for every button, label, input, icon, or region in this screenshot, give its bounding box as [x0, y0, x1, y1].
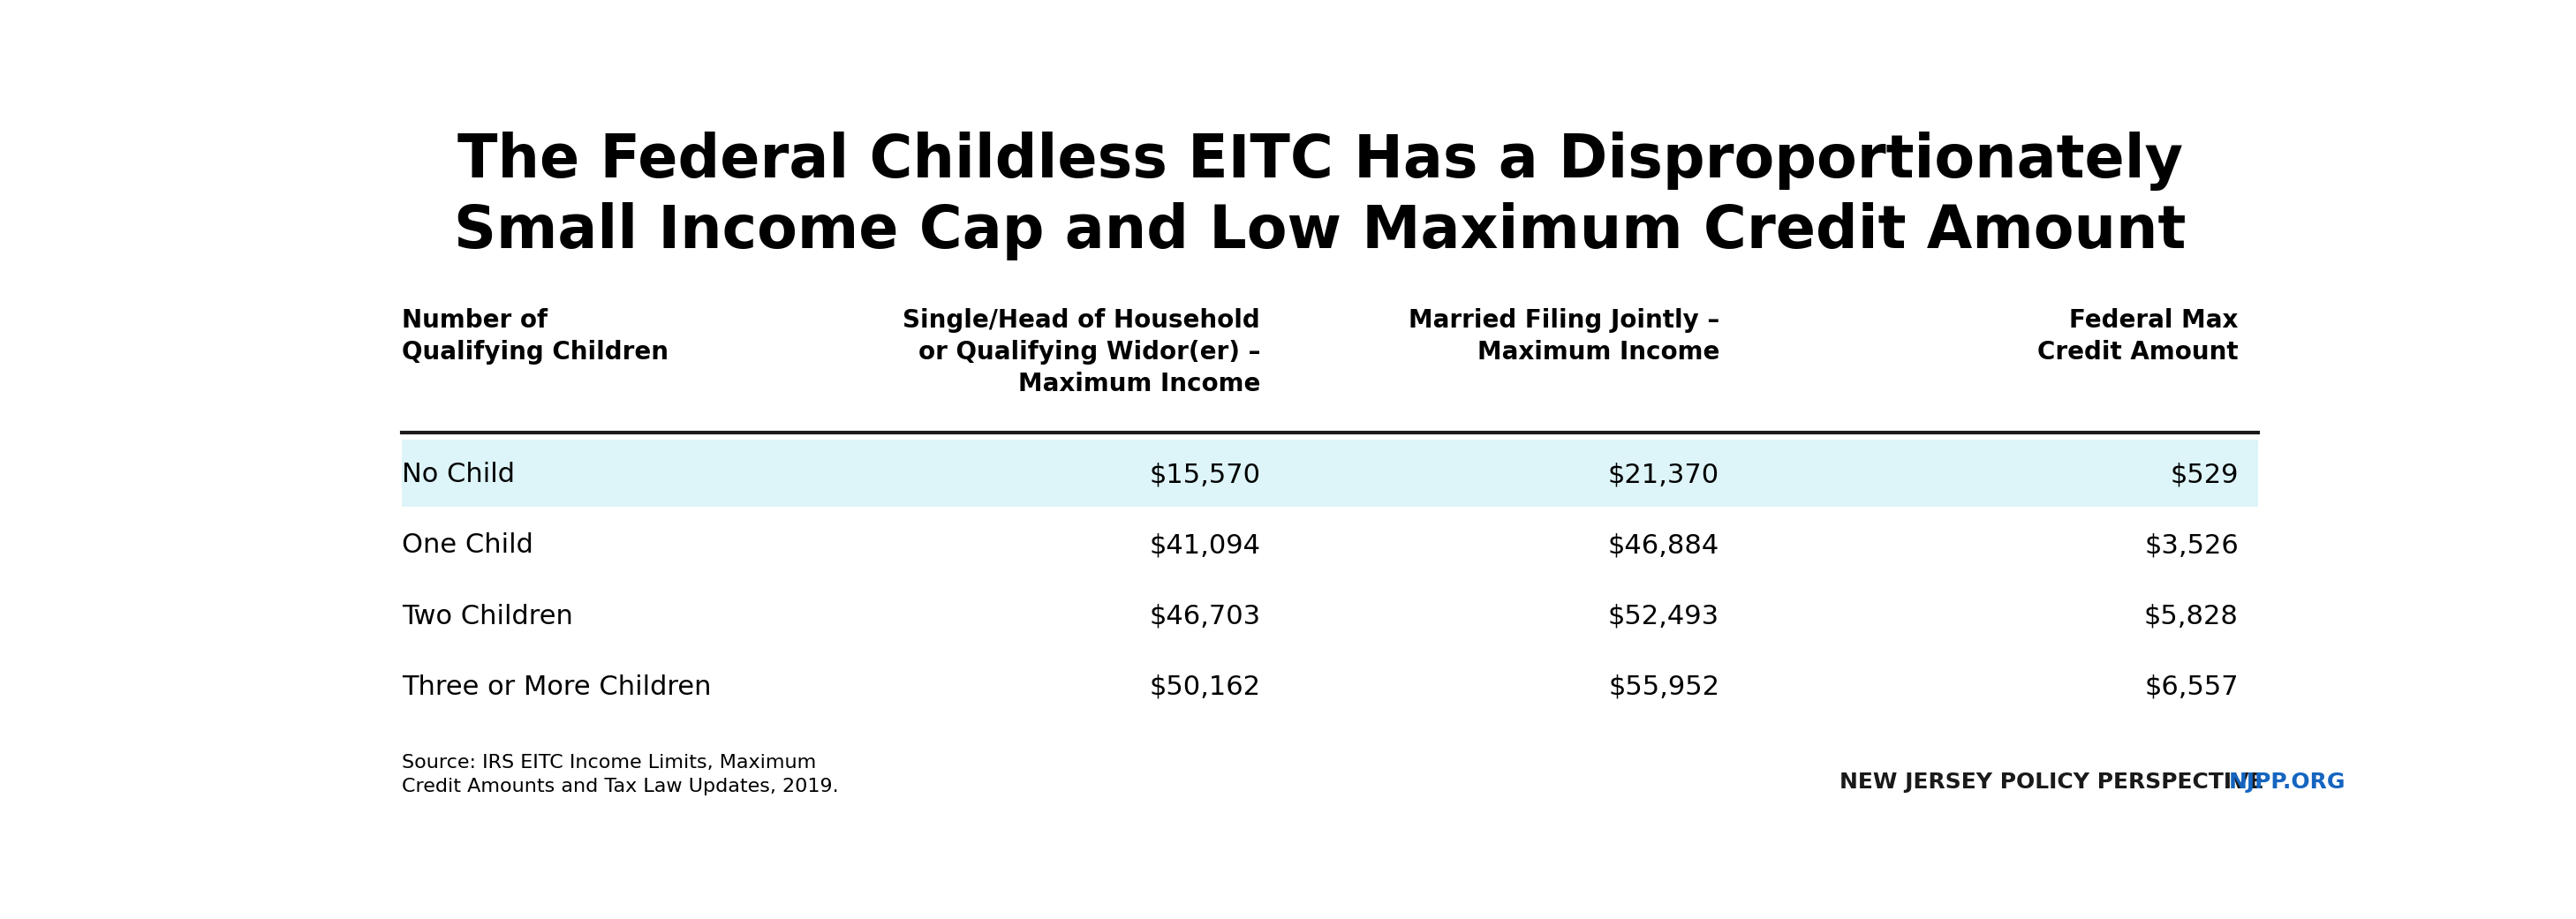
Text: NJPP.ORG: NJPP.ORG — [2228, 772, 2347, 793]
Text: $21,370: $21,370 — [1607, 462, 1721, 487]
Text: Federal Max
Credit Amount: Federal Max Credit Amount — [2038, 309, 2239, 365]
Text: NEW JERSEY POLICY PERSPECTIVE: NEW JERSEY POLICY PERSPECTIVE — [1839, 772, 2264, 793]
Text: $6,557: $6,557 — [2143, 675, 2239, 699]
Text: $46,884: $46,884 — [1607, 533, 1721, 558]
Text: $46,703: $46,703 — [1149, 604, 1260, 629]
Text: The Federal Childless EITC Has a Disproportionately
Small Income Cap and Low Max: The Federal Childless EITC Has a Disprop… — [453, 131, 2187, 260]
Text: No Child: No Child — [402, 462, 515, 487]
Text: $5,828: $5,828 — [2143, 604, 2239, 629]
Text: $15,570: $15,570 — [1149, 462, 1260, 487]
Text: Number of
Qualifying Children: Number of Qualifying Children — [402, 309, 670, 365]
Text: Single/Head of Household
or Qualifying Widor(er) –
Maximum Income: Single/Head of Household or Qualifying W… — [902, 309, 1260, 396]
Text: $3,526: $3,526 — [2143, 533, 2239, 558]
Text: $50,162: $50,162 — [1149, 675, 1260, 699]
Text: $529: $529 — [2169, 462, 2239, 487]
Text: Two Children: Two Children — [402, 604, 572, 629]
Text: Source: IRS EITC Income Limits, Maximum
Credit Amounts and Tax Law Updates, 2019: Source: IRS EITC Income Limits, Maximum … — [402, 754, 840, 795]
Text: Three or More Children: Three or More Children — [402, 675, 711, 699]
Text: $41,094: $41,094 — [1149, 533, 1260, 558]
Text: Married Filing Jointly –
Maximum Income: Married Filing Jointly – Maximum Income — [1409, 309, 1721, 365]
Text: $55,952: $55,952 — [1607, 675, 1721, 699]
Text: One Child: One Child — [402, 533, 533, 558]
FancyBboxPatch shape — [402, 439, 2259, 506]
Text: $52,493: $52,493 — [1607, 604, 1721, 629]
